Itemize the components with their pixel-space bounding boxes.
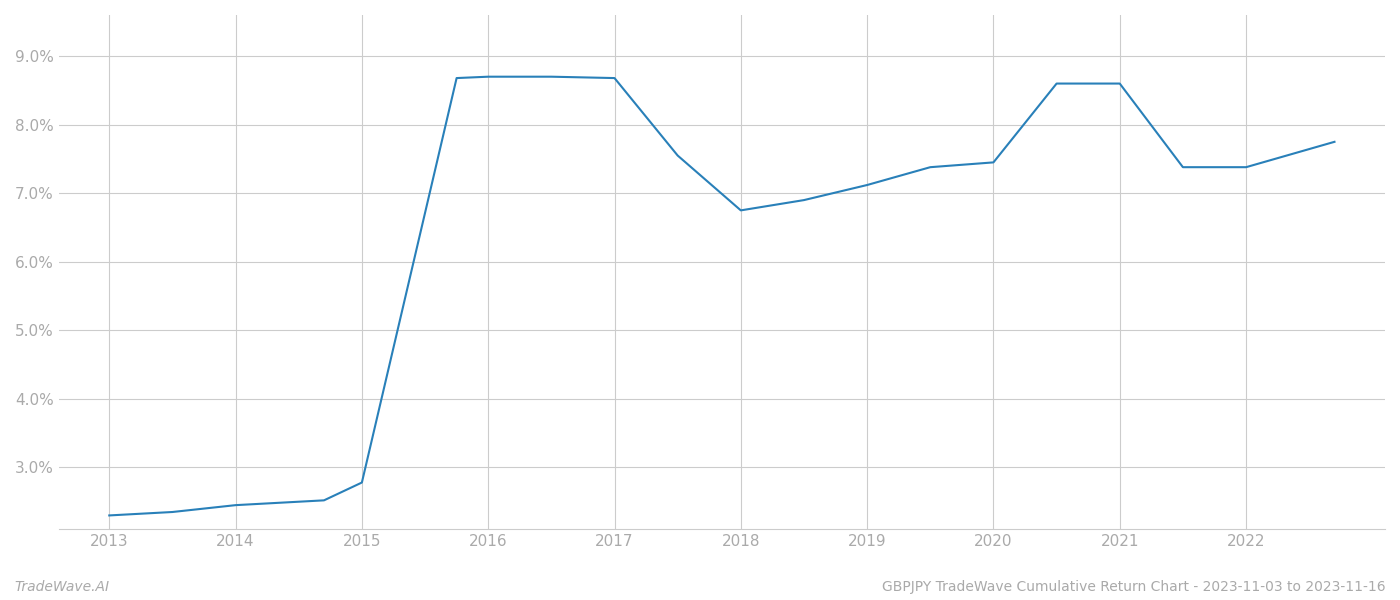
Text: GBPJPY TradeWave Cumulative Return Chart - 2023-11-03 to 2023-11-16: GBPJPY TradeWave Cumulative Return Chart… xyxy=(882,580,1386,594)
Text: TradeWave.AI: TradeWave.AI xyxy=(14,580,109,594)
